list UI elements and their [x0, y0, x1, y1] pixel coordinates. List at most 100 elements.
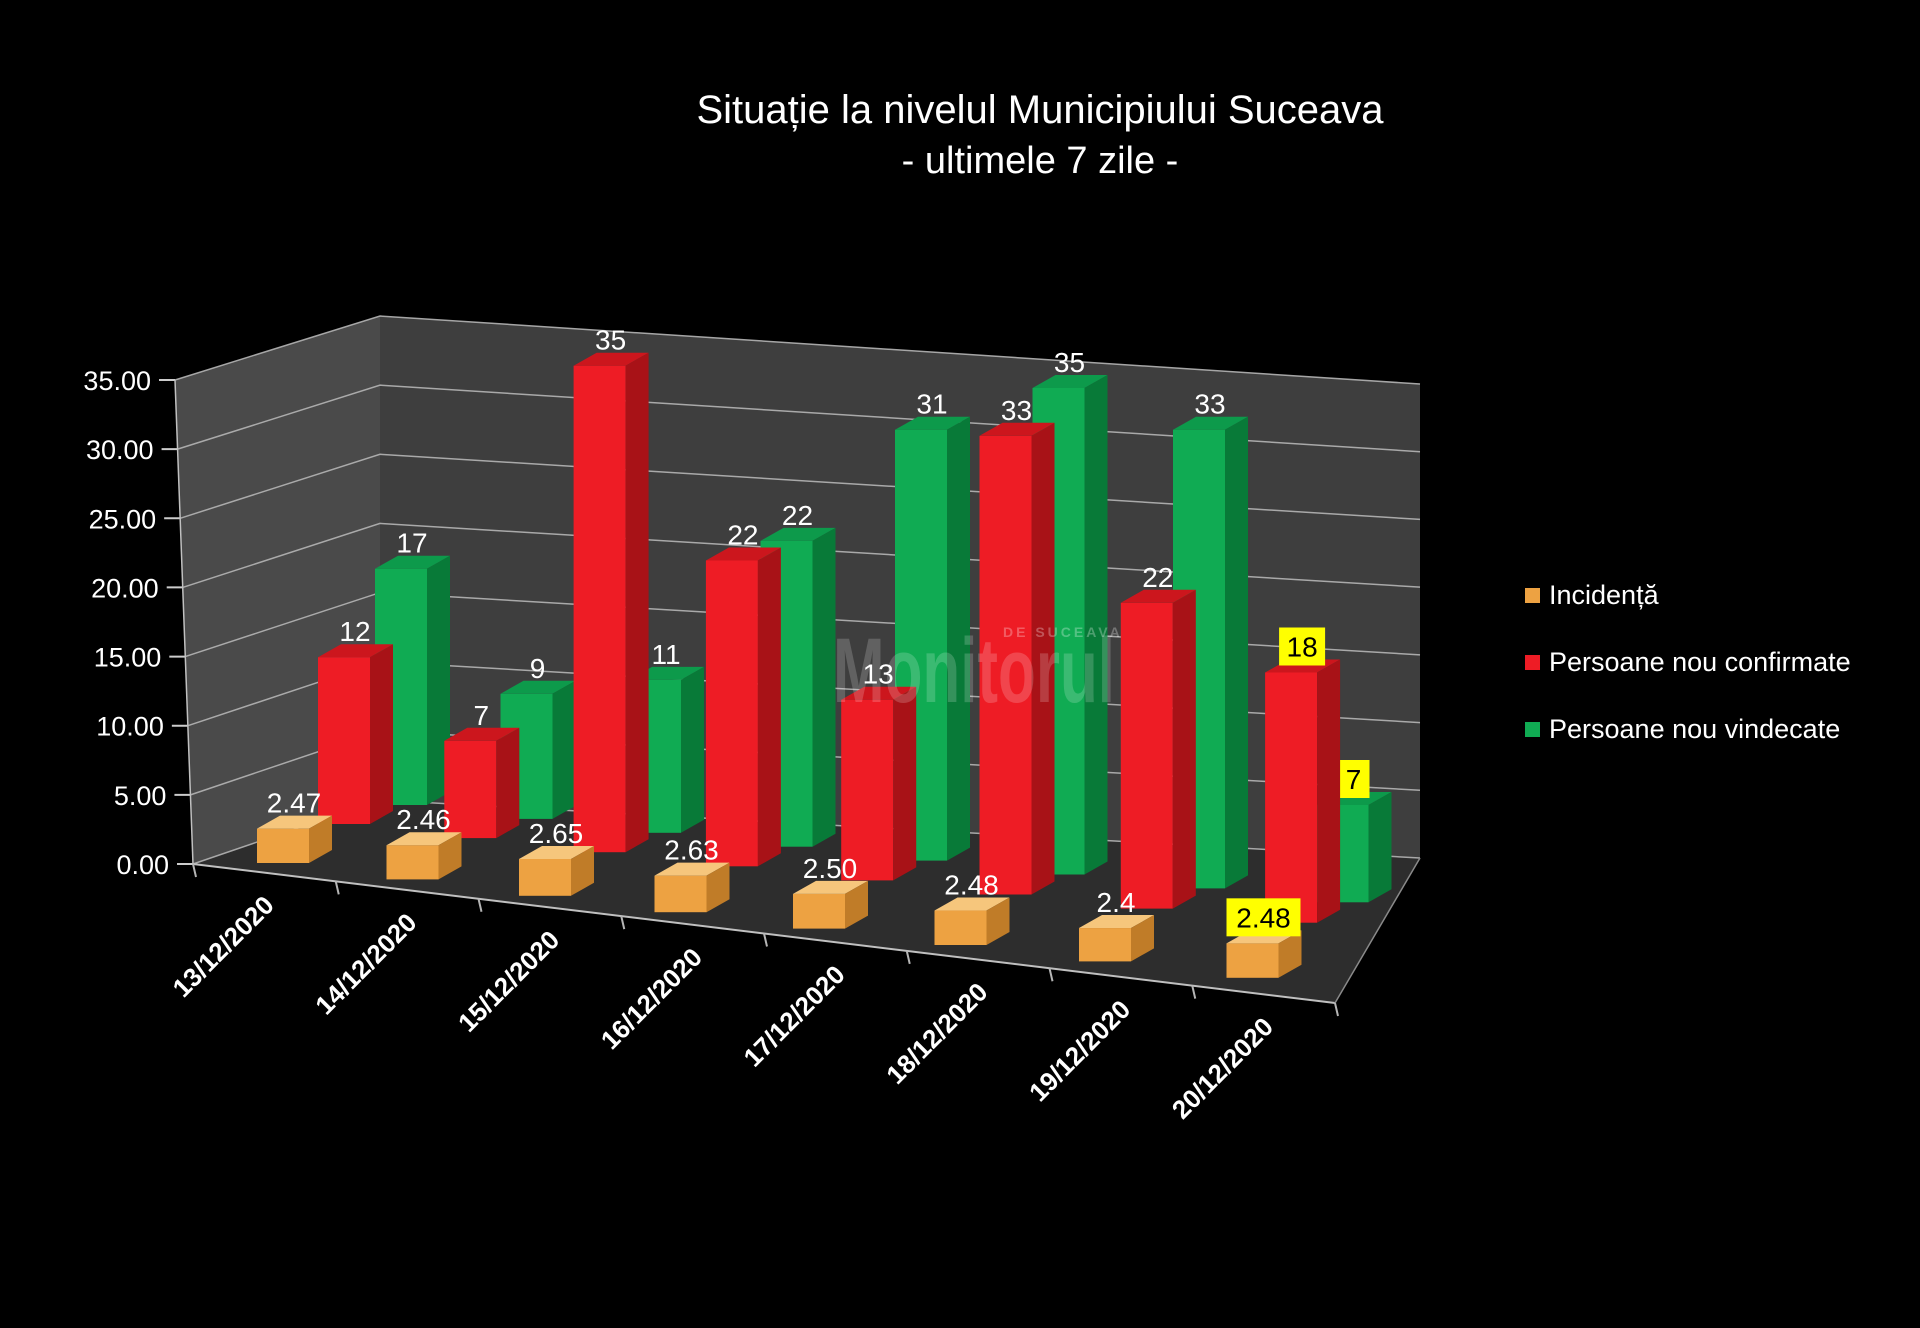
bar-side-face: [1131, 915, 1154, 962]
watermark-big: Monitorul: [833, 620, 1115, 722]
bar-side-face: [947, 416, 970, 861]
bar-front-face: [934, 910, 987, 945]
bar-side-face: [706, 862, 730, 913]
date-label: 15/12/2020: [452, 925, 565, 1038]
bar-value-label: 18: [1287, 632, 1318, 663]
bar-side-face: [1172, 589, 1196, 909]
chart-title-line2: - ultimele 7 zile -: [901, 140, 1179, 182]
y-axis-label: 30.00: [86, 435, 154, 465]
gridline: [174, 315, 1421, 385]
bar-top-face: [257, 815, 332, 829]
bar-front-face: [979, 435, 1032, 895]
bar-value-label: 2.48: [1236, 902, 1291, 933]
date-label: 14/12/2020: [309, 907, 422, 1020]
date-label: 19/12/2020: [1023, 994, 1136, 1107]
y-axis-line: [174, 379, 194, 865]
legend-label: Incidență: [1549, 580, 1659, 610]
bar-side-face: [438, 832, 462, 880]
bar-value-label: 22: [1142, 562, 1173, 593]
bar-top-face: [934, 897, 1010, 911]
bar-top-face: [793, 880, 868, 894]
bar-front-face: [1226, 943, 1279, 978]
bar-front-face: [318, 657, 370, 824]
bar-side-face: [1225, 416, 1248, 889]
date-label: 13/12/2020: [167, 890, 280, 1003]
x-axis-tick: [334, 881, 340, 895]
bar-value-label: 7: [474, 700, 490, 731]
bar-value-label: 22: [782, 500, 813, 531]
bar-front-face: [654, 875, 707, 913]
bar-front-face: [1265, 672, 1318, 923]
x-axis-tick: [620, 915, 626, 930]
confirmate-swatch-icon: [1525, 655, 1540, 670]
bar-side-face: [681, 666, 704, 833]
bar-front-face: [444, 740, 497, 839]
chart-title: Situație la nivelul Municipiului Suceava…: [440, 84, 1640, 186]
vindecate-swatch-icon: [1525, 722, 1540, 737]
y-axis-label: 5.00: [114, 781, 167, 811]
bar-top-face: [1079, 915, 1154, 929]
bar-top-face: [519, 845, 594, 859]
bar-value-label: 2.63: [664, 835, 719, 866]
bar-value-label: 35: [1054, 347, 1085, 378]
bar-top-face: [500, 680, 576, 694]
bar-value-label: 22: [727, 520, 758, 551]
floor-right-edge: [1334, 857, 1421, 1004]
bar-value-label: 31: [916, 389, 947, 420]
bar-front-face: [519, 858, 571, 896]
bar-value-label: 2.47: [267, 788, 322, 819]
x-axis-tick: [763, 933, 768, 947]
bar-value-label: 13: [863, 659, 894, 690]
date-label: 16/12/2020: [595, 942, 708, 1055]
legend-item-incidenta: Incidență: [1525, 580, 1851, 611]
x-axis-tick: [905, 950, 911, 965]
legend-label: Persoane nou confirmate: [1549, 647, 1851, 677]
bar-top-face: [841, 686, 917, 700]
bar-top-face: [705, 547, 781, 561]
bar-value-label: 12: [339, 616, 370, 647]
bar-value-label: 2.50: [803, 853, 858, 884]
bar-value-highlight: [1337, 760, 1370, 798]
date-label: 20/12/2020: [1166, 1011, 1279, 1124]
y-axis-label: 10.00: [96, 712, 164, 742]
bar-value-highlight: [1226, 898, 1301, 937]
bar-value-highlight: [1279, 627, 1326, 666]
date-label: 18/12/2020: [880, 977, 993, 1090]
bar-value-label: 33: [1001, 395, 1032, 426]
x-axis-tick: [1191, 985, 1197, 999]
bar-side-face: [986, 897, 1010, 945]
x-axis-tick: [1334, 1002, 1339, 1017]
bar-side-face: [1368, 792, 1392, 903]
watermark-small: DE SUCEAVA: [1003, 624, 1123, 640]
bar-front-face: [705, 560, 758, 867]
date-label: 17/12/2020: [738, 959, 851, 1072]
bar-side-face: [552, 680, 576, 819]
bar-side-face: [1278, 930, 1302, 978]
bar-front-face: [1079, 928, 1131, 962]
bar-side-face: [370, 644, 393, 824]
x-axis-tick: [192, 863, 197, 878]
bar-side-face: [1031, 422, 1055, 895]
bar-value-label: 2.4: [1097, 887, 1136, 918]
bar-top-face: [979, 422, 1055, 436]
bar-top-face: [375, 555, 450, 569]
bar-top-face: [760, 527, 836, 541]
bar-side-face: [1084, 375, 1108, 875]
bar-side-face: [1317, 659, 1341, 923]
bar-side-face: [571, 845, 594, 896]
bar-value-label: 2.65: [529, 818, 584, 849]
y-axis-label: 20.00: [91, 573, 159, 603]
bar-side-face: [845, 880, 868, 929]
bar-side-face: [625, 352, 649, 853]
bar-side-face: [427, 555, 450, 805]
bar-top-face: [1032, 375, 1108, 388]
bar-value-label: 33: [1194, 389, 1225, 420]
bar-top-face: [386, 832, 462, 846]
bar-top-face: [895, 416, 970, 430]
incidenta-swatch-icon: [1525, 588, 1540, 603]
y-axis-label: 25.00: [89, 504, 157, 534]
bar-top-face: [1173, 416, 1248, 430]
bar-top-face: [318, 644, 393, 658]
bar-front-face: [573, 365, 626, 853]
